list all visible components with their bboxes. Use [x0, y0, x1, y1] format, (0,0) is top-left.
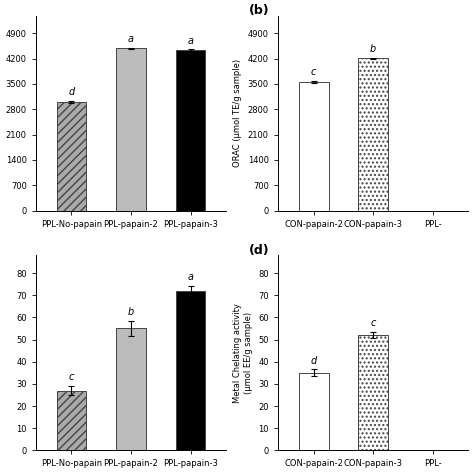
Bar	[299, 373, 328, 450]
Text: c: c	[311, 67, 316, 77]
Y-axis label: ORAC (µmol TE/g sample): ORAC (µmol TE/g sample)	[233, 59, 242, 167]
Text: a: a	[188, 273, 193, 283]
Bar	[56, 391, 86, 450]
Bar	[176, 291, 205, 450]
Bar	[358, 335, 388, 450]
Bar	[56, 102, 86, 210]
Text: d: d	[68, 87, 74, 97]
Bar	[299, 82, 328, 210]
Text: b: b	[370, 44, 376, 54]
Text: (b): (b)	[249, 4, 270, 17]
Bar	[176, 50, 205, 210]
Text: c: c	[371, 318, 376, 328]
Bar	[358, 58, 388, 210]
Y-axis label: Metal Chelating activity
(µmol EE/g sample): Metal Chelating activity (µmol EE/g samp…	[233, 303, 253, 403]
Text: a: a	[188, 36, 193, 46]
Bar	[116, 48, 146, 210]
Bar	[116, 328, 146, 450]
Text: a: a	[128, 34, 134, 44]
Text: (d): (d)	[249, 244, 270, 256]
Text: c: c	[69, 372, 74, 382]
Text: b: b	[128, 307, 134, 317]
Text: d: d	[310, 356, 317, 365]
